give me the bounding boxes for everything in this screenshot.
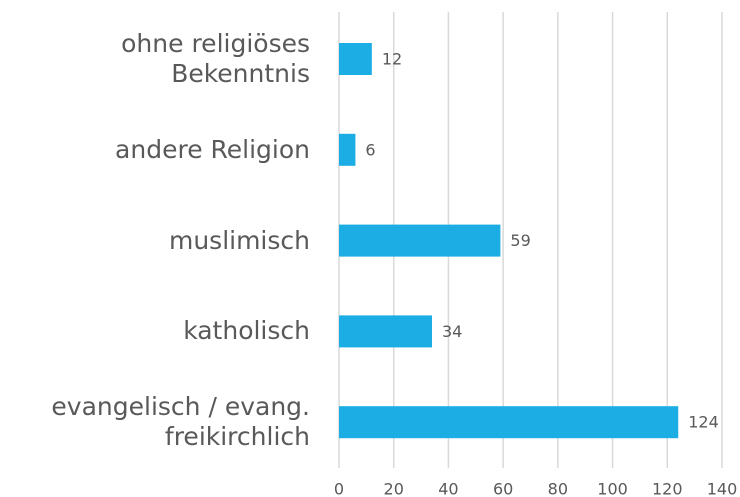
x-tick-label: 140 bbox=[707, 480, 738, 497]
x-tick-label: 20 bbox=[384, 480, 404, 497]
value-label: 12 bbox=[382, 50, 402, 69]
category-label: muslimisch bbox=[168, 225, 310, 255]
bar bbox=[339, 406, 679, 439]
category-label: ohne religiöses Bekenntnis bbox=[121, 29, 310, 88]
bar bbox=[339, 315, 433, 348]
bar bbox=[339, 133, 356, 166]
bar bbox=[339, 43, 372, 75]
x-tick-label: 40 bbox=[438, 480, 458, 497]
bar bbox=[339, 224, 501, 257]
x-tick-label: 120 bbox=[652, 480, 683, 497]
category-label: katholisch bbox=[183, 316, 310, 346]
value-label: 6 bbox=[365, 140, 375, 159]
category-label: andere Religion bbox=[115, 134, 310, 164]
x-tick-label: 80 bbox=[548, 480, 568, 497]
x-tick-label: 60 bbox=[493, 480, 513, 497]
x-tick-label: 100 bbox=[597, 480, 628, 497]
value-label: 124 bbox=[688, 413, 719, 432]
x-tick-label: 0 bbox=[334, 480, 344, 497]
value-label: 59 bbox=[510, 231, 530, 250]
value-label: 34 bbox=[442, 322, 462, 341]
category-label: evangelisch / evang. freikirchlich bbox=[51, 392, 310, 452]
